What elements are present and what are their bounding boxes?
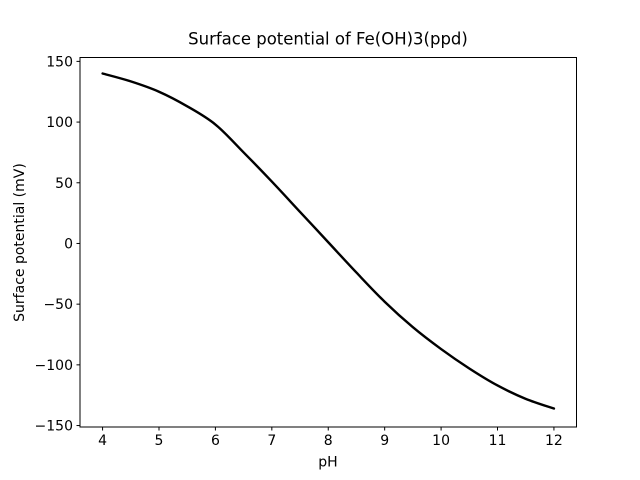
- y-tick-label: 0: [64, 236, 73, 252]
- data-series-line: [101, 72, 556, 410]
- x-tick-label: 4: [98, 433, 107, 449]
- y-tick-label: 150: [46, 54, 73, 70]
- y-tick-label: −100: [35, 358, 73, 374]
- y-axis-ticks: [76, 60, 80, 427]
- x-tick-label: 10: [432, 433, 450, 449]
- x-axis-tick-labels: 4 5 6 7 8 9 10 11 12: [98, 433, 563, 449]
- x-axis-label: pH: [318, 455, 337, 471]
- x-tick-label: 6: [211, 433, 220, 449]
- y-tick-label: 100: [46, 115, 73, 131]
- y-tick-label: 50: [55, 176, 73, 192]
- x-tick-label: 12: [545, 433, 563, 449]
- x-tick-label: 5: [155, 433, 164, 449]
- x-axis-ticks: [102, 427, 555, 431]
- x-tick-label: 8: [324, 433, 333, 449]
- x-tick-label: 9: [380, 433, 389, 449]
- x-tick-label: 7: [267, 433, 276, 449]
- y-axis-label: Surface potential (mV): [12, 163, 28, 322]
- y-axis-tick-labels: −150 −100 −50 0 50 100 150: [35, 54, 73, 434]
- chart-title: Surface potential of Fe(OH)3(ppd): [188, 30, 468, 49]
- y-tick-label: −50: [43, 297, 73, 313]
- x-tick-label: 11: [489, 433, 507, 449]
- y-tick-label: −150: [35, 419, 73, 435]
